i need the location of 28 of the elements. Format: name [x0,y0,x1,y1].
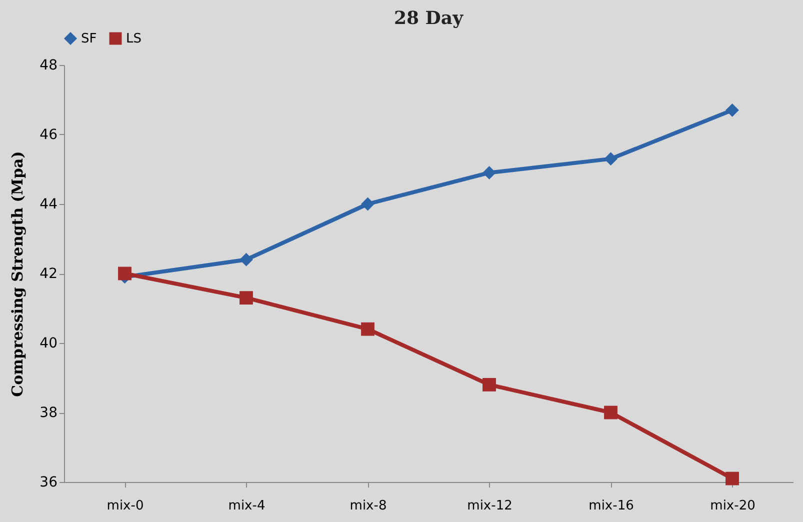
point [118,266,132,280]
legend-label: LS [126,32,142,47]
y-tick-label: 42 [40,266,58,282]
point [482,378,496,392]
x-tick-label: mix-20 [710,498,756,514]
y-tick-label: 36 [40,474,58,490]
x-tick-label: mix-4 [228,498,266,514]
point [482,166,496,180]
y-tick-label: 38 [40,405,58,421]
point [361,197,374,211]
x-tick-label: mix-8 [350,498,387,514]
y-tick-label: 46 [40,127,58,143]
point [361,322,374,336]
point [604,152,618,166]
y-tick-label: 40 [40,336,58,352]
point [726,472,739,486]
point [240,291,253,305]
x-tick-label: mix-0 [106,498,144,514]
y-tick-label: 48 [40,58,58,74]
chart-title: 28 Day [394,8,464,29]
x-tick-label: mix-16 [588,498,634,514]
x-tick-label: mix-12 [467,498,512,514]
y-tick-label: 44 [40,196,58,212]
point [604,406,618,420]
point [726,103,739,117]
y-axis-title: Compressing Strength (Mpa) [8,151,27,397]
legend-label: SF [81,32,97,47]
point [240,252,253,266]
